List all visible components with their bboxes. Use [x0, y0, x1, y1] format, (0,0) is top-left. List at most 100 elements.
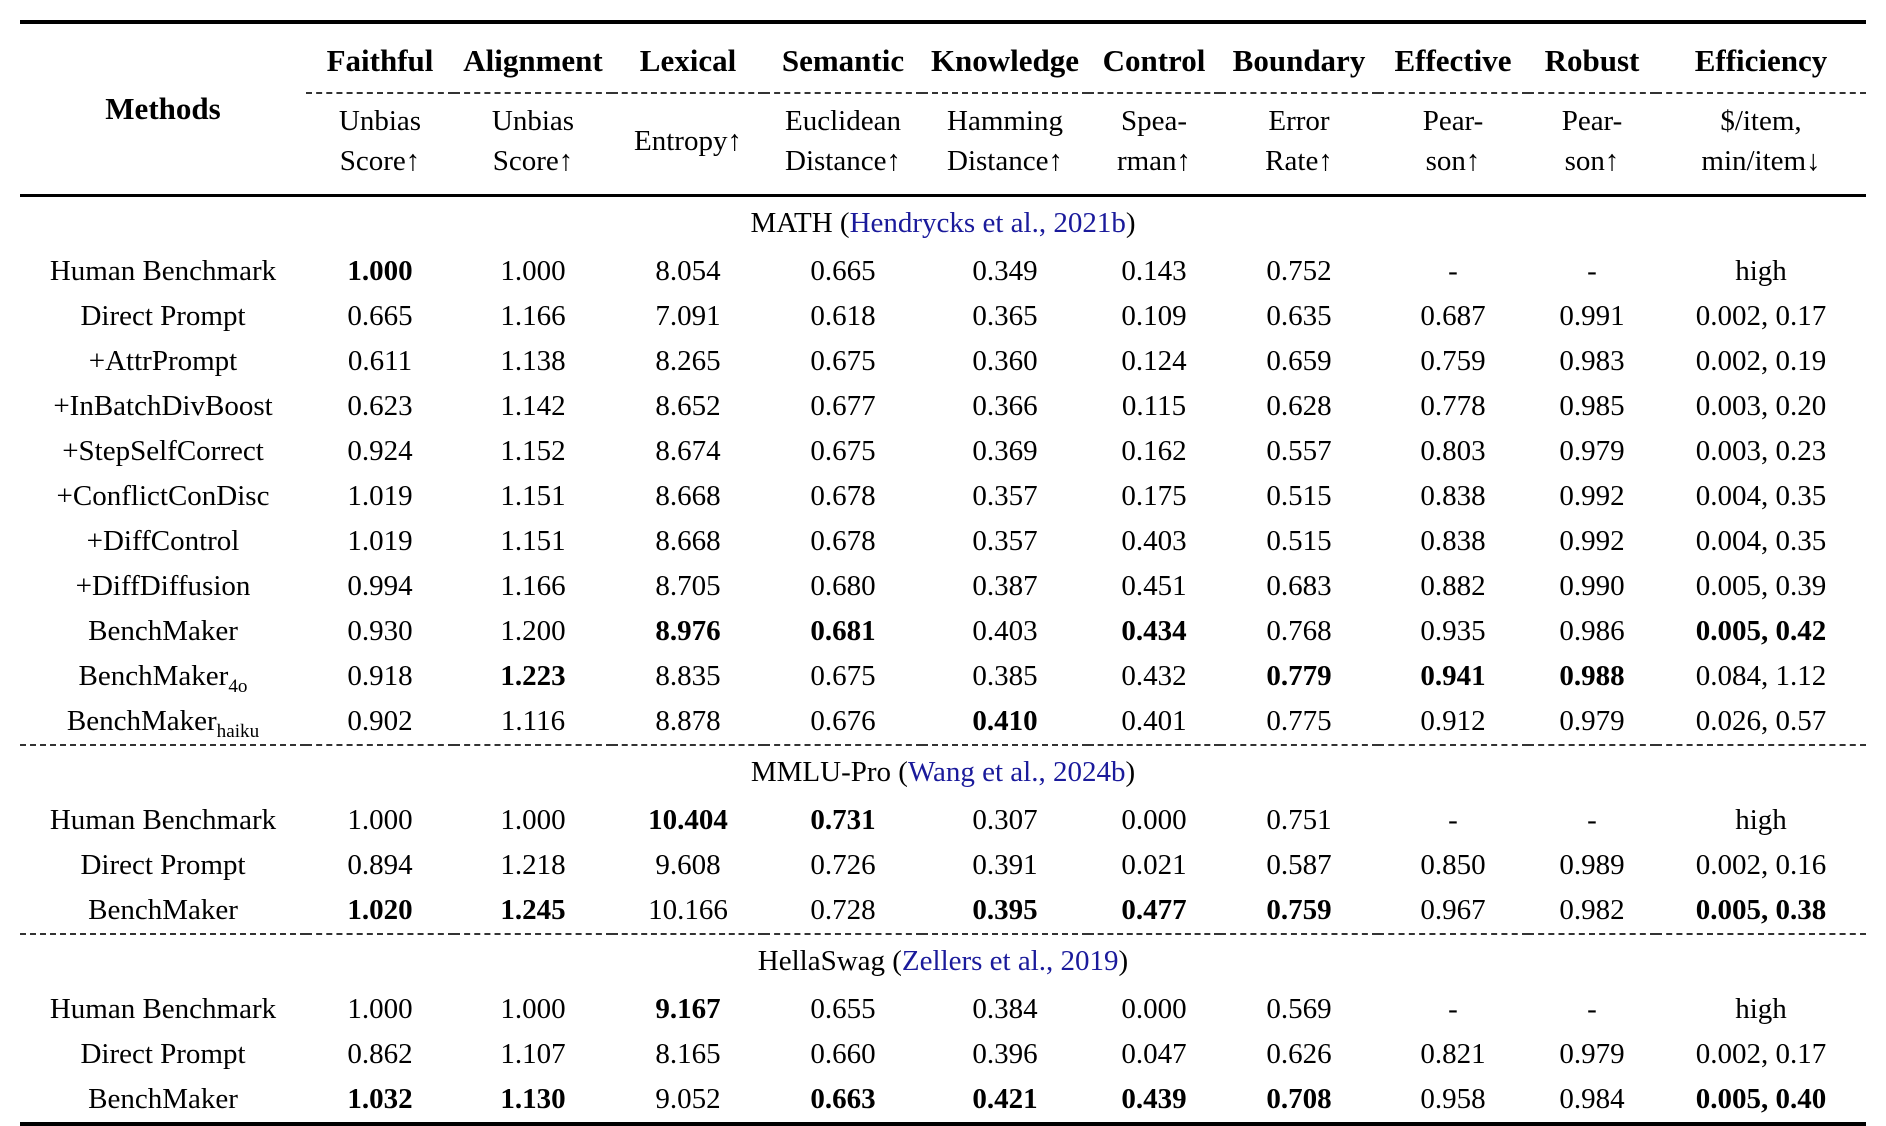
cell-knowledge: 0.396: [972, 1038, 1038, 1070]
column-group-lexical: Lexical: [612, 22, 764, 94]
cell-knowledge: 0.410: [972, 705, 1038, 737]
cell-efficiency: 0.004, 0.35: [1695, 480, 1827, 512]
cell-knowledge: 0.360: [972, 345, 1038, 377]
cell-lexical: 8.878: [655, 705, 721, 737]
cell-efficiency: 0.003, 0.20: [1695, 390, 1827, 422]
cell-boundary: 0.569: [1266, 993, 1332, 1025]
cell-faithful: 0.994: [347, 570, 413, 602]
column-metric-lexical: Entropy↑: [612, 93, 764, 197]
citation-link[interactable]: Zellers et al., 2019: [901, 944, 1119, 977]
cell-boundary: 0.752: [1266, 255, 1332, 287]
table-row: +InBatchDivBoost 0.623 1.142 8.652 0.677 0.36…: [20, 384, 1866, 429]
cell-alignment: 1.130: [500, 1083, 566, 1115]
table-row: Direct Prompt 0.862 1.107 8.165 0.660 0.396 0.…: [20, 1032, 1866, 1077]
section-title-text: MMLU-Pro (: [750, 755, 908, 788]
cell-faithful: 1.020: [347, 894, 413, 926]
table-row: BenchMaker 1.032 1.130 9.052 0.663 0.421 0.439…: [20, 1077, 1866, 1124]
cell-effective: 0.850: [1420, 849, 1486, 881]
cell-semantic: 0.678: [810, 480, 876, 512]
table-row: Human Benchmark 1.000 1.000 9.167 0.655 0.384…: [20, 987, 1866, 1032]
cell-alignment: 1.223: [500, 660, 566, 692]
cell-efficiency: 0.002, 0.17: [1695, 1038, 1827, 1070]
cell-faithful: 0.894: [347, 849, 413, 881]
cell-faithful: 0.665: [347, 300, 413, 332]
cell-lexical: 8.265: [655, 345, 721, 377]
table-row: BenchMaker4o 0.918 1.223 8.835 0.675 0.385 0.4…: [20, 654, 1866, 699]
cell-control: 0.439: [1121, 1083, 1187, 1115]
cell-robust: 0.991: [1559, 300, 1625, 332]
cell-boundary: 0.768: [1266, 615, 1332, 647]
method-label: Direct Prompt: [80, 1038, 246, 1070]
column-group-boundary: Boundary: [1220, 22, 1378, 94]
cell-robust: 0.989: [1559, 849, 1625, 881]
cell-control: 0.021: [1121, 849, 1187, 881]
cell-faithful: 1.000: [347, 993, 413, 1025]
method-label: +DiffDiffusion: [75, 570, 251, 602]
method-label: Human Benchmark: [49, 993, 277, 1025]
cell-knowledge: 0.366: [972, 390, 1038, 422]
cell-knowledge: 0.385: [972, 660, 1038, 692]
table-row: +DiffControl 1.019 1.151 8.668 0.678 0.357 0.4…: [20, 519, 1866, 564]
cell-efficiency: 0.084, 1.12: [1695, 660, 1827, 692]
cell-faithful: 1.000: [347, 804, 413, 836]
section-title-text: ): [1118, 944, 1129, 977]
cell-boundary: 0.779: [1266, 660, 1332, 692]
cell-faithful: 0.862: [347, 1038, 413, 1070]
cell-lexical: 9.167: [655, 993, 721, 1025]
cell-semantic: 0.728: [810, 894, 876, 926]
cell-knowledge: 0.391: [972, 849, 1038, 881]
cell-robust: 0.979: [1559, 1038, 1625, 1070]
cell-robust: -: [1587, 993, 1597, 1025]
cell-efficiency: 0.002, 0.17: [1695, 300, 1827, 332]
cell-knowledge: 0.357: [972, 480, 1038, 512]
section-header-row: HellaSwag (Zellers et al., 2019): [20, 933, 1866, 987]
cell-robust: 0.979: [1559, 705, 1625, 737]
method-label: Direct Prompt: [80, 849, 246, 881]
table-row: +AttrPrompt 0.611 1.138 8.265 0.675 0.360 0.12…: [20, 339, 1866, 384]
cell-semantic: 0.655: [810, 993, 876, 1025]
cell-semantic: 0.676: [810, 705, 876, 737]
cell-efficiency: 0.026, 0.57: [1695, 705, 1827, 737]
cell-control: 0.477: [1121, 894, 1187, 926]
table-row: BenchMaker 1.020 1.245 10.166 0.728 0.395 0.47…: [20, 888, 1866, 934]
table-row: +ConflictConDisc 1.019 1.151 8.668 0.678 0.35…: [20, 474, 1866, 519]
cell-lexical: 8.976: [655, 615, 721, 647]
cell-boundary: 0.587: [1266, 849, 1332, 881]
cell-alignment: 1.107: [500, 1038, 566, 1070]
cell-alignment: 1.000: [500, 993, 566, 1025]
cell-boundary: 0.515: [1266, 525, 1332, 557]
cell-knowledge: 0.387: [972, 570, 1038, 602]
cell-efficiency: 0.005, 0.39: [1695, 570, 1827, 602]
cell-robust: -: [1587, 255, 1597, 287]
cell-effective: 0.838: [1420, 480, 1486, 512]
method-label: +DiffControl: [86, 525, 240, 557]
column-metric-efficiency: $/item, min/item↓: [1656, 93, 1866, 197]
column-group-control: Control: [1088, 22, 1220, 94]
table-row: Direct Prompt 0.665 1.166 7.091 0.618 0.365 0.…: [20, 294, 1866, 339]
cell-alignment: 1.142: [500, 390, 566, 422]
cell-faithful: 1.000: [347, 255, 413, 287]
cell-alignment: 1.218: [500, 849, 566, 881]
cell-lexical: 10.404: [648, 804, 728, 836]
citation-link[interactable]: Wang et al., 2024b: [907, 755, 1126, 788]
cell-semantic: 0.665: [810, 255, 876, 287]
cell-control: 0.143: [1121, 255, 1187, 287]
cell-control: 0.451: [1121, 570, 1187, 602]
cell-robust: 0.982: [1559, 894, 1625, 926]
cell-semantic: 0.675: [810, 345, 876, 377]
cell-robust: 0.988: [1559, 660, 1625, 692]
cell-control: 0.000: [1121, 804, 1187, 836]
cell-boundary: 0.557: [1266, 435, 1332, 467]
citation-link[interactable]: Hendrycks et al., 2021b: [849, 206, 1126, 239]
cell-effective: 0.941: [1420, 660, 1486, 692]
cell-semantic: 0.663: [810, 1083, 876, 1115]
section-header-row: MATH (Hendrycks et al., 2021b): [20, 196, 1866, 250]
cell-lexical: 7.091: [655, 300, 721, 332]
method-label: BenchMaker: [88, 894, 238, 926]
method-label: Human Benchmark: [49, 804, 277, 836]
cell-knowledge: 0.357: [972, 525, 1038, 557]
cell-boundary: 0.751: [1266, 804, 1332, 836]
cell-faithful: 0.611: [347, 345, 413, 377]
table-row: BenchMaker 0.930 1.200 8.976 0.681 0.403 0.434…: [20, 609, 1866, 654]
column-metric-alignment: Unbias Score↑: [454, 93, 612, 197]
